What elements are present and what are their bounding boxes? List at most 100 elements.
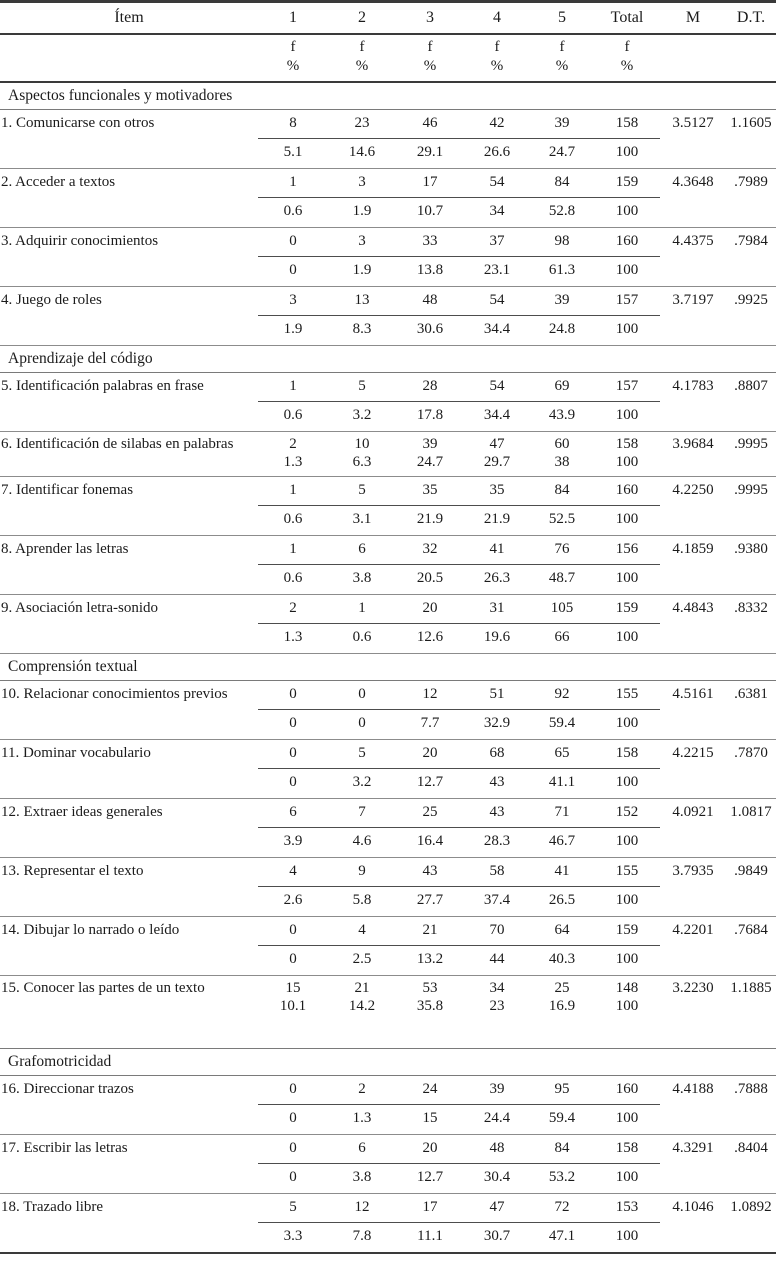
mean-cell: 3.9684 (672, 436, 714, 452)
percentage-cell: 0.6 (258, 197, 328, 228)
pct-label: % (555, 58, 569, 74)
percentage-cell: 3.3 (258, 1222, 328, 1254)
item-frequency-row: 6. Identificación de silabas en palabras… (0, 432, 776, 454)
item-percentage-row: 0 1.3 15 24.4 59.4 100 (0, 1104, 776, 1135)
frequency-cell: 71 (530, 798, 594, 828)
item-label-empty (0, 945, 258, 976)
frequency-cell: 31 (464, 594, 530, 624)
total-percentage-cell: 100 (594, 827, 660, 858)
item-label: 2. Acceder a textos (1, 174, 116, 190)
frequency-cell: 95 (530, 1075, 594, 1105)
percentage-cell: 24.8 (530, 315, 594, 346)
frequency-cell: 5 (258, 1193, 328, 1223)
frequency-cell: 0 (258, 739, 328, 769)
item-label: 3. Adquirir conocimientos (1, 233, 159, 249)
frequency-cell: 39 (530, 286, 594, 316)
percentage-cell: 21.9 (396, 505, 464, 536)
item-frequency-row: 12. Extraer ideas generales 6 7 25 43 71 152 4.… (0, 798, 776, 828)
item-frequency-row: 18. Trazado libre 5 12 17 47 72 153 4.1046 1.089… (0, 1193, 776, 1223)
item-percentage-row: 0.6 3.2 17.8 34.4 43.9 100 (0, 401, 776, 432)
total-frequency-cell: 158 (594, 1134, 660, 1164)
mean-cell-empty (660, 138, 726, 169)
pct-label: % (490, 58, 504, 74)
sd-cell-empty (726, 997, 776, 1020)
frequency-cell: 17 (396, 168, 464, 198)
percentage-cell: 1.3 (328, 1104, 396, 1135)
percentage-cell: 12.7 (396, 1163, 464, 1194)
table-subheader-row: f % f % f % f % f % (0, 34, 776, 83)
subheader-empty (660, 34, 726, 83)
sd-cell: 1.1885 (730, 980, 772, 996)
frequency-cell: 9 (328, 857, 396, 887)
frequency-cell: 12 (328, 1193, 396, 1223)
item-label-empty (0, 453, 258, 477)
item-label: 18. Trazado libre (1, 1199, 104, 1215)
percentage-cell: 6.3 (328, 453, 396, 477)
frequency-cell: 0 (258, 1134, 328, 1164)
sd-cell: .7989 (734, 174, 768, 190)
total-percentage-cell: 100 (594, 505, 660, 536)
percentage-cell: 0.6 (258, 505, 328, 536)
percentage-cell: 1.9 (328, 256, 396, 287)
total-percentage-cell: 100 (594, 1104, 660, 1135)
frequency-cell: 32 (396, 535, 464, 565)
frequency-cell: 84 (530, 1134, 594, 1164)
percentage-cell: 5.8 (328, 886, 396, 917)
item-label-empty (0, 564, 258, 595)
item-label-empty (0, 997, 258, 1020)
mean-cell: 3.2230 (672, 980, 714, 996)
item-frequency-row: 14. Dibujar lo narrado o leído 0 4 21 70 64 15… (0, 916, 776, 946)
percentage-cell: 43 (464, 768, 530, 799)
frequency-cell: 0 (258, 227, 328, 257)
subheader-col3: f % (396, 34, 464, 83)
total-frequency-cell: 155 (594, 680, 660, 710)
percentage-cell: 0 (328, 709, 396, 740)
sd-cell-empty (726, 564, 776, 595)
frequency-cell: 20 (396, 1134, 464, 1164)
frequency-cell: 47 (464, 1193, 530, 1223)
frequency-cell: 98 (530, 227, 594, 257)
mean-cell-empty (660, 1222, 726, 1254)
frequency-cell: 48 (464, 1134, 530, 1164)
item-label: 14. Dibujar lo narrado o leído (1, 922, 180, 938)
total-percentage-cell: 100 (594, 401, 660, 432)
frequency-cell: 33 (396, 227, 464, 257)
item-percentage-row: 0 2.5 13.2 44 40.3 100 (0, 945, 776, 976)
frequency-cell: 43 (464, 798, 530, 828)
item-percentage-row: 3.3 7.8 11.1 30.7 47.1 100 (0, 1222, 776, 1254)
item-frequency-row: 17. Escribir las letras 0 6 20 48 84 158 4.3291… (0, 1134, 776, 1164)
frequency-cell: 5 (328, 372, 396, 402)
percentage-cell: 3.8 (328, 1163, 396, 1194)
percentage-cell: 1.9 (258, 315, 328, 346)
mean-cell-empty (660, 997, 726, 1020)
sd-cell: .7888 (734, 1081, 768, 1097)
percentage-cell: 20.5 (396, 564, 464, 595)
percentage-cell: 4.6 (328, 827, 396, 858)
percentage-cell: 12.7 (396, 768, 464, 799)
item-frequency-row: 15. Conocer las partes de un texto 15 21 53… (0, 976, 776, 998)
item-percentage-row: 1.3 0.6 12.6 19.6 66 100 (0, 623, 776, 654)
frequency-cell: 53 (422, 980, 438, 996)
column-header-4: 4 (464, 1, 530, 35)
item-frequency-row: 4. Juego de roles 3 13 48 54 39 157 3.7197 .9925 (0, 286, 776, 316)
item-percentage-row: 0.6 3.8 20.5 26.3 48.7 100 (0, 564, 776, 595)
percentage-cell: 0 (258, 256, 328, 287)
sd-cell: .9995 (734, 436, 768, 452)
percentage-cell: 2.5 (328, 945, 396, 976)
section-title-row: Aprendizaje del código (0, 345, 776, 373)
frequency-cell: 1 (258, 476, 328, 506)
percentage-cell: 5.1 (258, 138, 328, 169)
frequency-cell: 70 (464, 916, 530, 946)
percentage-cell: 2.6 (258, 886, 328, 917)
item-label: 4. Juego de roles (1, 292, 102, 308)
item-label-empty (0, 1104, 258, 1135)
percentage-cell: 44 (464, 945, 530, 976)
mean-cell: 3.5127 (672, 115, 714, 131)
percentage-cell: 3.2 (328, 401, 396, 432)
sd-cell-empty (726, 1222, 776, 1254)
frequency-cell: 21 (396, 916, 464, 946)
item-label-empty (0, 768, 258, 799)
column-header-mean: M (660, 1, 726, 35)
percentage-cell: 52.8 (530, 197, 594, 228)
subheader-empty (0, 34, 258, 83)
